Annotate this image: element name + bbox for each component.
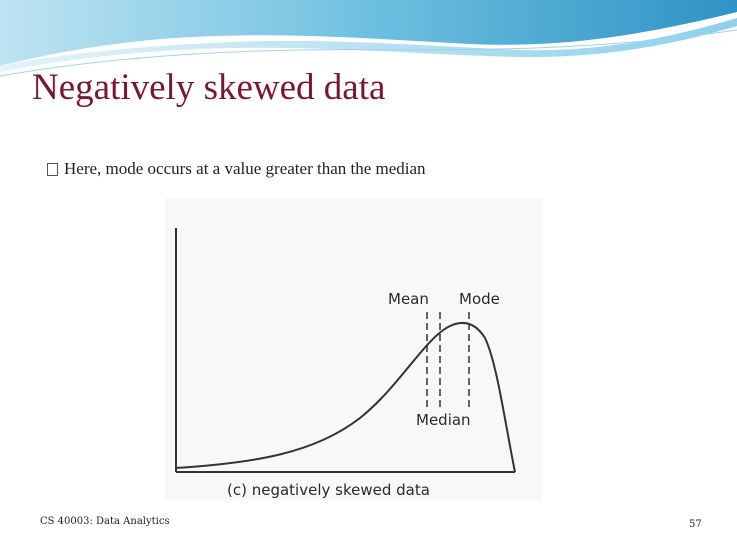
skewed-distribution-figure: Mean Mode Median (c) negatively skewed d… — [165, 198, 542, 500]
bullet-text: Here, mode occurs at a value greater tha… — [64, 159, 426, 178]
slide-title: Negatively skewed data — [32, 67, 386, 108]
bullet-item: Here, mode occurs at a value greater tha… — [47, 159, 426, 179]
footer-course-name: CS 40003: Data Analytics — [40, 516, 170, 527]
figure-caption: (c) negatively skewed data — [227, 481, 430, 499]
bullet-marker-icon — [47, 162, 58, 176]
mean-label: Mean — [388, 290, 429, 308]
median-label: Median — [416, 411, 471, 429]
header-wave-decoration — [0, 0, 737, 77]
density-curve — [175, 321, 516, 473]
mode-label: Mode — [459, 290, 500, 308]
footer-page-number: 57 — [689, 519, 702, 530]
